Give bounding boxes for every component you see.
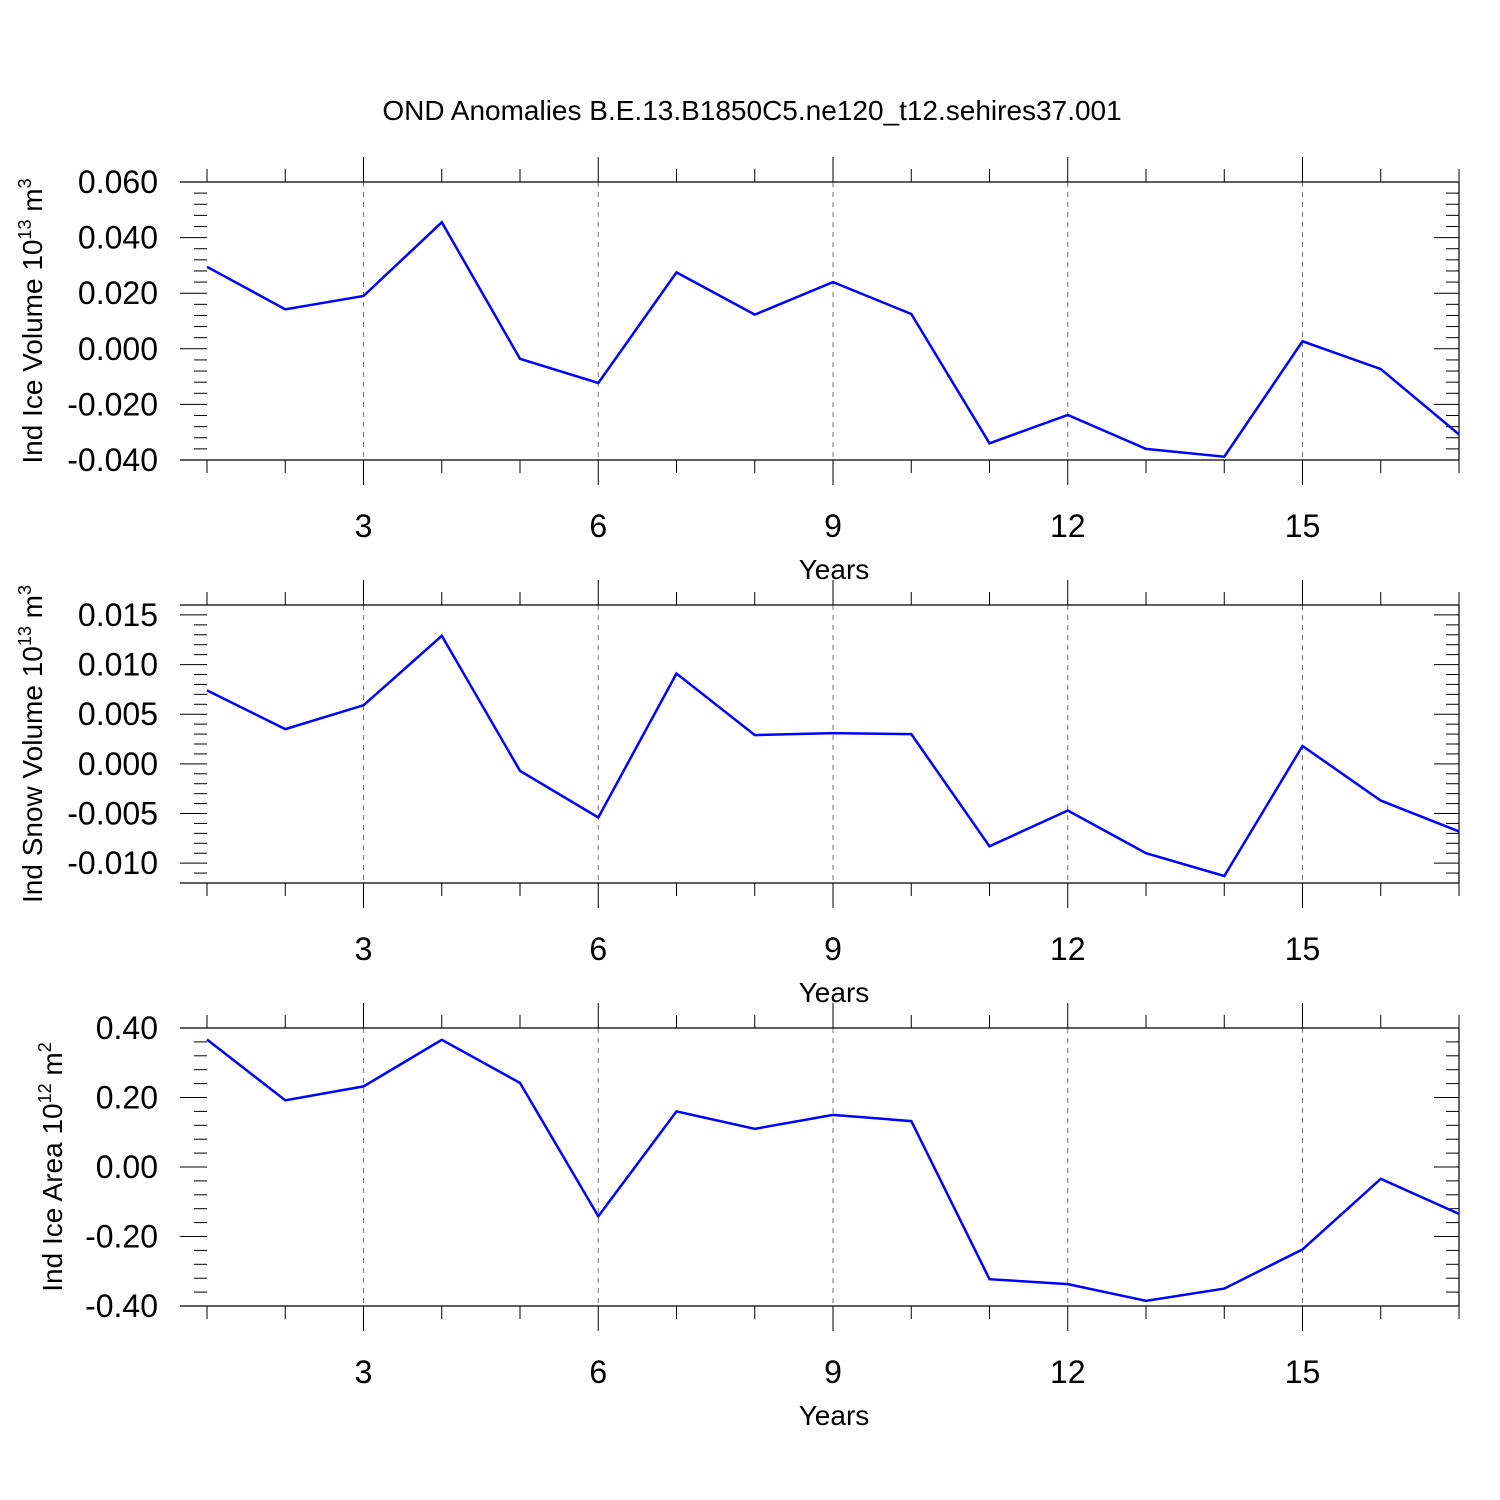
series-line — [206, 633, 1460, 878]
x-tick-label: 15 — [1285, 931, 1321, 967]
x-tick-label: 9 — [824, 1354, 842, 1390]
x-tick-label: 12 — [1050, 508, 1086, 544]
y-tick-label: 0.015 — [78, 597, 158, 633]
series-line — [206, 1038, 1460, 1303]
plot-frame — [180, 181, 1460, 461]
x-axis-title: Years — [799, 554, 870, 585]
y-tick-label: 0.040 — [78, 220, 158, 256]
y-tick-label: 0.000 — [78, 331, 158, 367]
x-tick-label: 9 — [824, 931, 842, 967]
x-tick-label: 6 — [589, 1354, 607, 1390]
x-tick-label: 3 — [355, 1354, 373, 1390]
y-tick-label: 0.00 — [96, 1149, 158, 1185]
plot-frame — [180, 604, 1460, 884]
panel-ice-area: 3 6 9 12 15 Years -0.40 -0.20 0.00 0.20 0.40 Ind Ic… — [35, 1003, 1460, 1431]
figure-title: OND Anomalies B.E.13.B1850C5.ne120_t12.s… — [382, 95, 1121, 126]
y-tick-label: 0.005 — [78, 696, 158, 732]
x-tick-label: 3 — [355, 931, 373, 967]
x-tick-label: 6 — [589, 931, 607, 967]
y-tick-label: 0.020 — [78, 275, 158, 311]
x-tick-label: 9 — [824, 508, 842, 544]
x-tick-label: 6 — [589, 508, 607, 544]
y-axis-title: Ind Ice Volume 1013 m3 — [15, 178, 48, 463]
y-tick-label: -0.020 — [67, 386, 158, 422]
x-tick-label: 15 — [1285, 1354, 1321, 1390]
y-tick-label: 0.000 — [78, 746, 158, 782]
panel-ice-volume: 3 6 9 12 15 Years -0.040 -0.020 0.000 0.020 0.040 0… — [15, 157, 1460, 585]
y-tick-label: 0.060 — [78, 164, 158, 200]
y-tick-label: 0.010 — [78, 647, 158, 683]
y-tick-label: 0.40 — [96, 1010, 158, 1046]
x-tick-label: 15 — [1285, 508, 1321, 544]
y-tick-label: -0.040 — [67, 442, 158, 478]
x-axis-title: Years — [799, 1400, 870, 1431]
x-tick-label: 12 — [1050, 931, 1086, 967]
y-tick-label: -0.20 — [85, 1219, 158, 1255]
y-axis-title: Ind Snow Volume 1013 m3 — [15, 585, 48, 903]
x-tick-label: 3 — [355, 508, 373, 544]
y-tick-label: -0.005 — [67, 796, 158, 832]
y-axis-title: Ind Ice Area 1012 m2 — [35, 1042, 68, 1292]
panel-snow-volume: 3 6 9 12 15 Years -0.010 -0.005 0.000 0.005 0.010 0… — [15, 580, 1460, 1008]
plot-frame — [180, 1027, 1460, 1307]
y-tick-label: -0.40 — [85, 1288, 158, 1324]
x-axis-title: Years — [799, 977, 870, 1008]
series-line — [206, 220, 1460, 459]
x-tick-label: 12 — [1050, 1354, 1086, 1390]
y-tick-label: 0.20 — [96, 1080, 158, 1116]
y-tick-label: -0.010 — [67, 845, 158, 881]
